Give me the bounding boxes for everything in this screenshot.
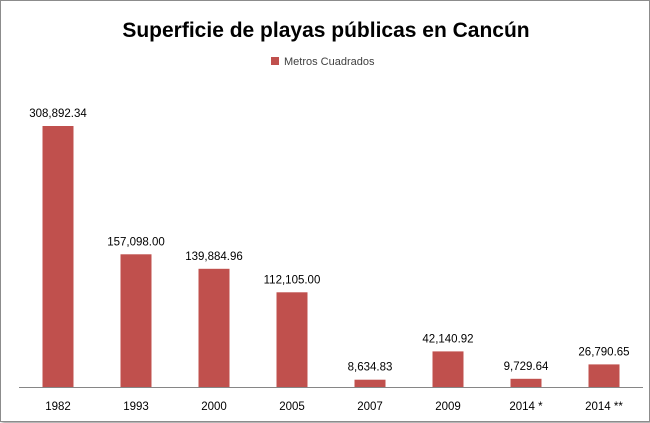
x-tick-label: 2000 bbox=[201, 401, 227, 413]
data-label: 8,634.83 bbox=[348, 362, 393, 374]
x-tick-label: 2009 bbox=[435, 401, 461, 413]
x-tick-label: 2005 bbox=[279, 401, 305, 413]
x-tick-label: 1982 bbox=[45, 401, 71, 413]
legend-swatch bbox=[271, 57, 279, 65]
bar bbox=[588, 364, 620, 387]
legend-label: Metros Cuadrados bbox=[284, 56, 375, 68]
data-label: 42,140.92 bbox=[422, 333, 473, 345]
bar bbox=[276, 292, 308, 387]
data-label: 157,098.00 bbox=[107, 236, 165, 248]
x-tick-label: 1993 bbox=[123, 401, 149, 413]
data-label: 112,105.00 bbox=[264, 274, 321, 286]
bar bbox=[432, 351, 464, 387]
data-label: 26,790.65 bbox=[578, 346, 629, 358]
x-tick-label: 2007 bbox=[357, 401, 383, 413]
data-label: 9,729.64 bbox=[504, 361, 549, 373]
bar bbox=[120, 254, 152, 387]
chart-title: Superficie de playas públicas en Cancún bbox=[122, 19, 529, 42]
bar bbox=[510, 378, 542, 387]
plot-area: 308,892.34 1982 157,098.00 1993 139,884.96 20… bbox=[19, 108, 643, 413]
legend: Metros Cuadrados bbox=[271, 56, 375, 68]
x-tick-label: 2014 * bbox=[509, 401, 543, 413]
data-label: 139,884.96 bbox=[185, 251, 243, 263]
bar bbox=[42, 126, 74, 387]
data-label: 308,892.34 bbox=[29, 108, 87, 120]
x-tick-label: 2014 ** bbox=[585, 401, 623, 413]
bar bbox=[198, 268, 230, 387]
bar bbox=[354, 379, 386, 387]
